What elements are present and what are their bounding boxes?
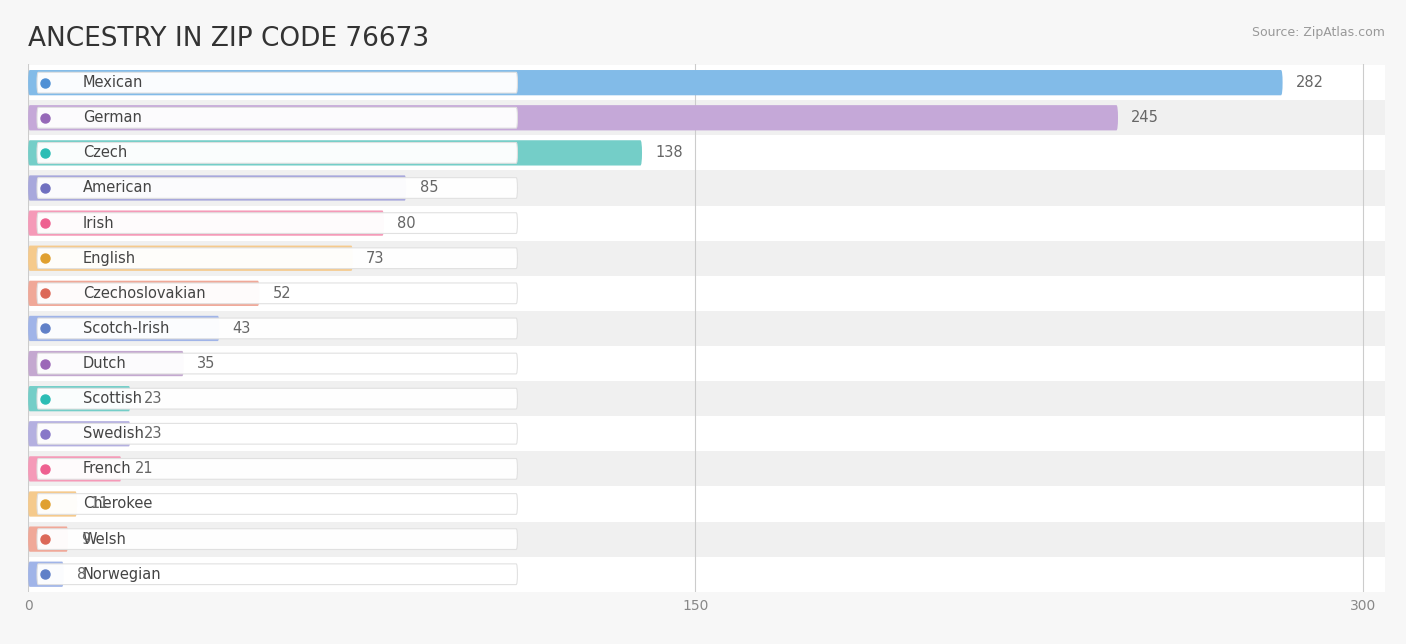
- Text: French: French: [83, 461, 131, 477]
- FancyBboxPatch shape: [0, 346, 1406, 381]
- Text: 282: 282: [1296, 75, 1324, 90]
- FancyBboxPatch shape: [28, 456, 121, 482]
- FancyBboxPatch shape: [37, 353, 517, 374]
- FancyBboxPatch shape: [0, 171, 1406, 205]
- FancyBboxPatch shape: [0, 486, 1406, 522]
- Text: ANCESTRY IN ZIP CODE 76673: ANCESTRY IN ZIP CODE 76673: [28, 26, 429, 52]
- Text: German: German: [83, 110, 142, 126]
- FancyBboxPatch shape: [37, 248, 517, 269]
- Text: Scotch-Irish: Scotch-Irish: [83, 321, 169, 336]
- Text: Czech: Czech: [83, 146, 127, 160]
- Text: Czechoslovakian: Czechoslovakian: [83, 286, 205, 301]
- Text: 80: 80: [398, 216, 416, 231]
- FancyBboxPatch shape: [37, 72, 517, 93]
- FancyBboxPatch shape: [28, 281, 260, 306]
- Text: 9: 9: [82, 531, 91, 547]
- FancyBboxPatch shape: [37, 494, 517, 515]
- FancyBboxPatch shape: [37, 459, 517, 479]
- FancyBboxPatch shape: [0, 556, 1406, 592]
- Text: Cherokee: Cherokee: [83, 497, 152, 511]
- FancyBboxPatch shape: [28, 316, 219, 341]
- Text: 85: 85: [419, 180, 439, 196]
- FancyBboxPatch shape: [0, 65, 1406, 100]
- FancyBboxPatch shape: [28, 527, 67, 552]
- FancyBboxPatch shape: [37, 213, 517, 234]
- Text: Swedish: Swedish: [83, 426, 143, 441]
- FancyBboxPatch shape: [28, 175, 406, 201]
- FancyBboxPatch shape: [37, 178, 517, 198]
- FancyBboxPatch shape: [37, 529, 517, 549]
- FancyBboxPatch shape: [37, 388, 517, 409]
- FancyBboxPatch shape: [28, 351, 184, 376]
- Text: American: American: [83, 180, 153, 196]
- Text: 43: 43: [233, 321, 252, 336]
- FancyBboxPatch shape: [0, 451, 1406, 486]
- Text: Welsh: Welsh: [83, 531, 127, 547]
- Text: 8: 8: [77, 567, 86, 582]
- Text: 23: 23: [143, 426, 162, 441]
- Text: 21: 21: [135, 461, 153, 477]
- FancyBboxPatch shape: [37, 423, 517, 444]
- FancyBboxPatch shape: [0, 522, 1406, 556]
- Text: 138: 138: [655, 146, 683, 160]
- FancyBboxPatch shape: [0, 241, 1406, 276]
- FancyBboxPatch shape: [0, 416, 1406, 451]
- FancyBboxPatch shape: [0, 276, 1406, 311]
- Text: Norwegian: Norwegian: [83, 567, 162, 582]
- FancyBboxPatch shape: [37, 283, 517, 304]
- Text: English: English: [83, 251, 136, 266]
- FancyBboxPatch shape: [0, 135, 1406, 171]
- FancyBboxPatch shape: [28, 211, 384, 236]
- FancyBboxPatch shape: [37, 108, 517, 128]
- Text: 35: 35: [197, 356, 215, 371]
- FancyBboxPatch shape: [28, 140, 643, 166]
- Text: 23: 23: [143, 391, 162, 406]
- FancyBboxPatch shape: [37, 318, 517, 339]
- Text: Mexican: Mexican: [83, 75, 143, 90]
- FancyBboxPatch shape: [0, 381, 1406, 416]
- Text: 11: 11: [90, 497, 108, 511]
- FancyBboxPatch shape: [28, 386, 131, 412]
- Text: 52: 52: [273, 286, 291, 301]
- FancyBboxPatch shape: [37, 564, 517, 585]
- FancyBboxPatch shape: [28, 421, 131, 446]
- FancyBboxPatch shape: [28, 562, 63, 587]
- FancyBboxPatch shape: [0, 100, 1406, 135]
- Text: Source: ZipAtlas.com: Source: ZipAtlas.com: [1251, 26, 1385, 39]
- FancyBboxPatch shape: [0, 205, 1406, 241]
- FancyBboxPatch shape: [28, 245, 353, 271]
- Text: Irish: Irish: [83, 216, 114, 231]
- FancyBboxPatch shape: [28, 105, 1118, 131]
- FancyBboxPatch shape: [37, 142, 517, 163]
- Text: Dutch: Dutch: [83, 356, 127, 371]
- Text: Scottish: Scottish: [83, 391, 142, 406]
- FancyBboxPatch shape: [28, 70, 1282, 95]
- Text: 73: 73: [366, 251, 385, 266]
- FancyBboxPatch shape: [0, 311, 1406, 346]
- FancyBboxPatch shape: [28, 491, 77, 516]
- Text: 245: 245: [1132, 110, 1159, 126]
